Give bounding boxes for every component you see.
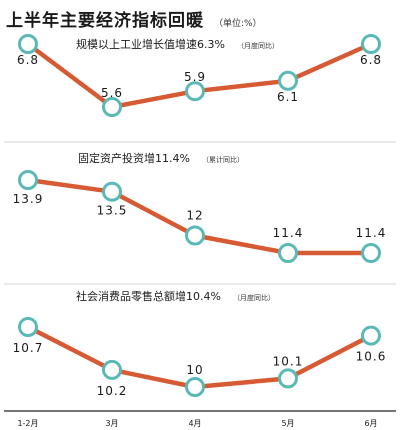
data-label: 10 xyxy=(186,363,203,377)
data-point xyxy=(18,317,38,337)
x-tick-label: 4月 xyxy=(188,419,201,428)
data-label: 13.9 xyxy=(13,192,44,206)
line-chart-2: 固定资产投资增11.4% （累计同比） 13.9 13.5 12 11.4 11.4 xyxy=(13,151,387,263)
data-point xyxy=(102,97,122,117)
chart-title: 固定资产投资增11.4% xyxy=(78,151,190,165)
data-label: 6.8 xyxy=(360,53,382,67)
data-label: 10.2 xyxy=(97,384,128,398)
x-tick-label: 6月 xyxy=(364,419,377,428)
line-chart-3: 社会消费品零售总额增10.4% （月度同比） 10.7 10.2 10 10.1 10.6 xyxy=(13,289,387,398)
data-point xyxy=(18,34,38,54)
data-label: 10.7 xyxy=(13,341,44,355)
data-point xyxy=(185,81,205,102)
data-label: 6.1 xyxy=(277,90,299,104)
data-point xyxy=(102,181,122,202)
data-label: 11.4 xyxy=(273,226,304,240)
chart-note: （累计同比） xyxy=(202,155,244,164)
chart-title: 社会消费品零售总额增10.4% xyxy=(76,289,221,303)
data-point xyxy=(361,34,381,54)
data-point xyxy=(361,243,381,263)
x-tick-label: 3月 xyxy=(105,419,118,428)
data-label: 12 xyxy=(186,209,203,223)
unit-note: （单位:%） xyxy=(214,19,262,29)
data-point xyxy=(278,368,298,389)
figure-header: 上半年主要经济指标回暖 （单位:%） xyxy=(6,6,262,31)
chart-note: （月度同比） xyxy=(237,41,279,50)
data-label: 6.8 xyxy=(17,53,39,67)
figure-title: 上半年主要经济指标回暖 xyxy=(6,11,204,31)
data-point xyxy=(18,170,38,190)
data-point xyxy=(278,243,298,263)
data-point xyxy=(278,70,298,91)
chart-note: （月度同比） xyxy=(233,293,275,302)
x-tick-label: 5月 xyxy=(281,419,294,428)
data-label: 5.9 xyxy=(184,70,206,84)
x-tick-label: 1-2月 xyxy=(17,419,38,428)
data-label: 10.1 xyxy=(273,354,304,368)
chart-title: 规模以上工业增长值增速6.3% xyxy=(76,37,225,51)
data-point xyxy=(185,225,205,246)
line-chart-1: 规模以上工业增长值增速6.3% （月度同比） 6.8 5.6 5.9 6.1 6.8 xyxy=(17,34,382,117)
data-label: 13.5 xyxy=(97,204,128,218)
data-point xyxy=(185,377,205,397)
data-label: 10.6 xyxy=(356,350,387,364)
data-label: 11.4 xyxy=(356,226,387,240)
data-point xyxy=(102,359,122,380)
data-point xyxy=(361,325,381,346)
series-line xyxy=(25,324,374,390)
data-label: 5.6 xyxy=(101,86,123,100)
